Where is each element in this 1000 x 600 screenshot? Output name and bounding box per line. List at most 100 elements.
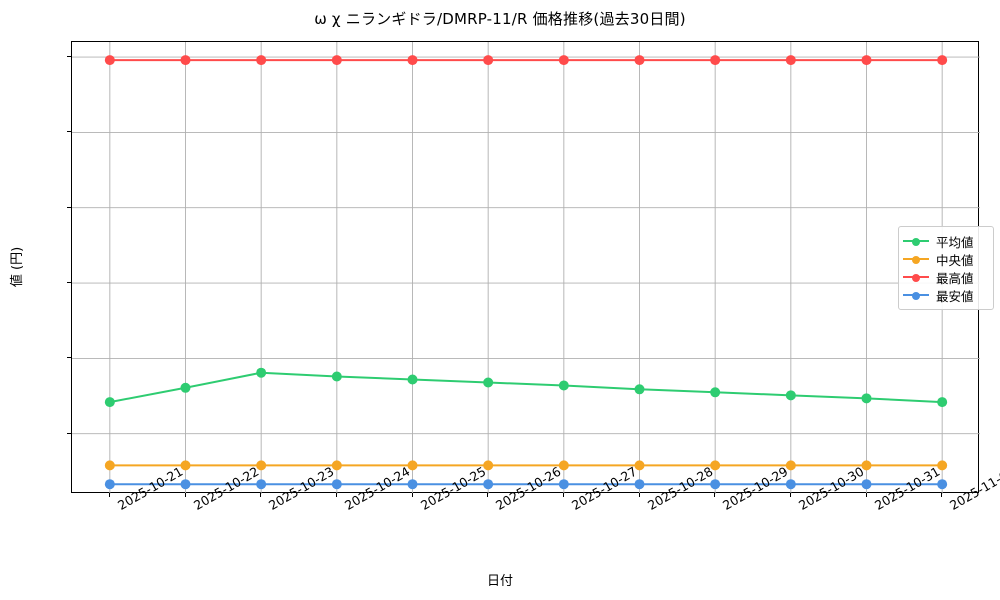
x-tick-label: 2025-10-24: [341, 463, 413, 513]
data-point-marker: [104, 460, 115, 471]
y-tick-mark: [67, 131, 71, 133]
data-point-marker: [180, 479, 191, 490]
data-point-marker: [937, 55, 948, 66]
data-point-marker: [558, 460, 569, 471]
data-point-marker: [256, 367, 267, 378]
x-tick-label: 2025-10-27: [568, 463, 640, 513]
legend-marker-icon: [903, 288, 929, 302]
data-point-marker: [483, 377, 494, 388]
x-tick-mark: [260, 493, 262, 497]
data-point-marker: [861, 460, 872, 471]
data-point-marker: [104, 55, 115, 66]
data-point-marker: [407, 55, 418, 66]
data-point-marker: [937, 460, 948, 471]
data-point-marker: [861, 55, 872, 66]
y-tick-mark: [67, 432, 71, 434]
legend-item[interactable]: 平均値: [903, 232, 987, 250]
data-point-marker: [180, 460, 191, 471]
x-tick-label: 2025-11-01: [947, 463, 1000, 513]
data-point-marker: [710, 479, 721, 490]
x-tick-label: 2025-10-26: [493, 463, 564, 513]
data-point-marker: [104, 397, 115, 408]
legend-label: 平均値: [936, 234, 974, 250]
y-axis-label: 値 (円): [10, 246, 25, 288]
data-point-marker: [558, 55, 569, 66]
legend-item[interactable]: 最高値: [903, 268, 987, 286]
x-tick-mark: [411, 493, 413, 497]
data-point-marker: [180, 55, 191, 66]
x-tick-mark: [714, 493, 716, 497]
data-point-marker: [937, 479, 948, 490]
x-tick-mark: [335, 493, 337, 497]
data-point-marker: [256, 460, 267, 471]
legend-label: 中央値: [936, 252, 974, 268]
data-point-marker: [331, 55, 342, 66]
data-point-marker: [483, 460, 494, 471]
y-tick-mark: [67, 56, 71, 58]
data-point-marker: [710, 387, 721, 398]
gridlines: [72, 42, 980, 494]
x-tick-label: 2025-10-23: [266, 463, 337, 513]
data-point-marker: [407, 460, 418, 471]
data-point-marker: [558, 380, 569, 391]
data-point-marker: [861, 479, 872, 490]
data-point-marker: [256, 55, 267, 66]
legend-label: 最安値: [936, 288, 974, 304]
data-point-marker: [710, 55, 721, 66]
y-tick-mark: [67, 206, 71, 208]
legend-marker-icon: [903, 252, 929, 266]
x-tick-mark: [789, 493, 791, 497]
x-tick-label: 2025-10-28: [644, 463, 715, 513]
data-point-marker: [710, 460, 721, 471]
data-point-marker: [407, 374, 418, 385]
data-point-marker: [785, 460, 796, 471]
data-point-marker: [634, 55, 645, 66]
x-tick-mark: [184, 493, 186, 497]
data-point-marker: [331, 460, 342, 471]
chart-title: ω χ ニランギドラ/DMRP-11/R 価格推移(過去30日間): [314, 10, 686, 28]
data-point-marker: [861, 393, 872, 404]
plot-area: [71, 41, 980, 494]
data-point-marker: [785, 390, 796, 401]
x-tick-label: 2025-10-29: [720, 463, 791, 513]
x-tick-mark: [941, 493, 943, 497]
x-tick-label: 2025-10-21: [114, 463, 186, 513]
x-axis-label: 日付: [486, 574, 513, 589]
data-point-marker: [634, 479, 645, 490]
x-tick-label: 2025-10-25: [417, 463, 488, 513]
data-point-marker: [785, 55, 796, 66]
x-tick-mark: [865, 493, 867, 497]
x-tick-mark: [638, 493, 640, 497]
data-series-layer: [104, 55, 948, 490]
data-point-marker: [256, 479, 267, 490]
x-tick-mark: [562, 493, 564, 497]
data-point-marker: [937, 397, 948, 408]
data-point-marker: [634, 460, 645, 471]
data-point-marker: [331, 479, 342, 490]
x-tick-label: 2025-10-30: [795, 463, 867, 513]
data-point-marker: [180, 382, 191, 393]
data-point-marker: [483, 479, 494, 490]
x-tick-label: 2025-10-31: [871, 463, 942, 513]
y-tick-mark: [67, 357, 71, 359]
legend-marker-icon: [903, 270, 929, 284]
legend-marker-icon: [903, 234, 929, 248]
x-tick-mark: [487, 493, 489, 497]
x-tick-label: 2025-10-22: [190, 463, 261, 513]
data-point-marker: [407, 479, 418, 490]
x-tick-mark: [108, 493, 110, 497]
y-tick-mark: [67, 282, 71, 284]
chart-legend: 平均値中央値最高値最安値: [898, 226, 994, 310]
legend-item[interactable]: 最安値: [903, 286, 987, 304]
data-point-marker: [331, 371, 342, 382]
data-point-marker: [104, 479, 115, 490]
data-point-marker: [785, 479, 796, 490]
data-point-marker: [483, 55, 494, 66]
legend-label: 最高値: [936, 270, 974, 286]
legend-item[interactable]: 中央値: [903, 250, 987, 268]
data-point-marker: [558, 479, 569, 490]
data-point-marker: [634, 384, 645, 395]
series-line: [108, 371, 944, 404]
